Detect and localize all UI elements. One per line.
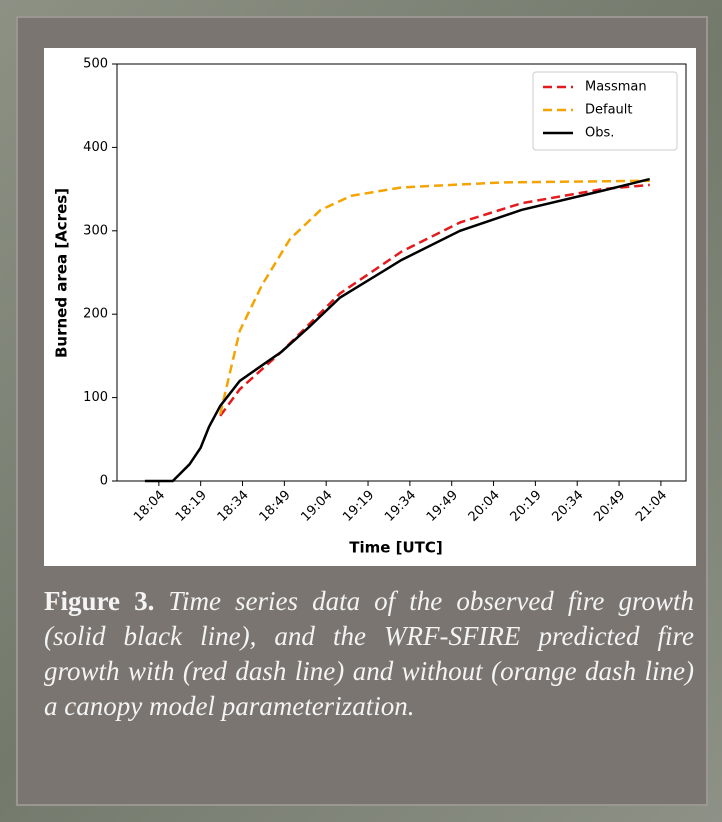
chart: Time [UTC] Burned area [Acres] 0 100 200 30… — [44, 48, 696, 566]
y-tick-label: 300 — [83, 223, 108, 238]
y-tick-label: 200 — [83, 307, 108, 322]
caption: Figure 3. Time series data of the observ… — [44, 584, 694, 724]
legend-label: Obs. — [585, 126, 614, 141]
y-tick-label: 500 — [83, 57, 108, 72]
legend-label: Massman — [585, 80, 647, 95]
page: Time [UTC] Burned area [Acres] 0 100 200 30… — [0, 0, 722, 822]
y-tick-label: 100 — [83, 390, 108, 405]
caption-label: Figure 3. — [44, 586, 154, 616]
y-axis-label: Burned area [Acres] — [53, 188, 71, 358]
x-axis-label: Time [UTC] — [349, 539, 443, 557]
y-tick-label: 400 — [83, 140, 108, 155]
y-tick-label: 0 — [100, 474, 108, 489]
legend-label: Default — [585, 103, 633, 118]
